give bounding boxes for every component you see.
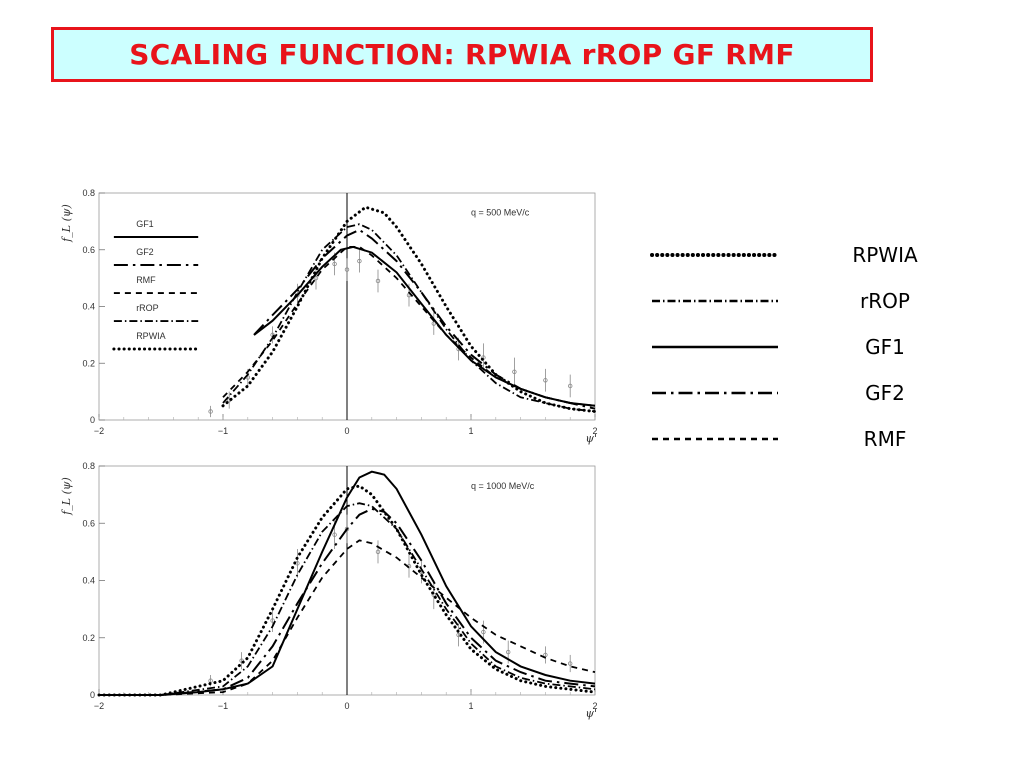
- side-legend-label: GF1: [865, 335, 905, 359]
- data-point: [568, 374, 573, 398]
- q-annotation: q = 500 MeV/c: [471, 208, 530, 218]
- data-point: [208, 405, 213, 418]
- series-line-rmf: [222, 246, 596, 407]
- y-tick-label: 0.4: [82, 302, 95, 312]
- series-line-rpwia: [221, 205, 597, 413]
- data-point: [375, 269, 381, 293]
- data-point: [543, 646, 548, 664]
- data-point: [270, 609, 275, 633]
- y-tick-label: 0.4: [82, 576, 95, 586]
- side-legend: RPWIA rROP GF1 GF2 RMF: [630, 230, 960, 460]
- x-tick-label: 2: [592, 701, 597, 711]
- chart-panel-q500: 0 0.2 0.4 0.6 0.8 −2 −1 0 1 2 f_L (ψ) ψ' q = 500 MeV…: [52, 183, 612, 453]
- x-tick-label: −1: [218, 701, 228, 711]
- x-tick-label: −1: [218, 426, 228, 436]
- series-line-rrop: [99, 502, 596, 696]
- side-legend-label: GF2: [865, 381, 905, 405]
- chart-q1000-svg: 0 0.2 0.4 0.6 0.8 −2 −1 0 1 2 f_L (ψ) ψ' q = 1000 Me…: [60, 461, 598, 720]
- y-tick-label: 0.6: [82, 518, 95, 528]
- data-point: [431, 312, 436, 335]
- side-legend-svg: RPWIA rROP GF1 GF2 RMF: [650, 243, 918, 451]
- data-point: [568, 654, 573, 673]
- x-axis-title: ψ': [585, 432, 597, 445]
- y-tick-label: 0: [90, 690, 95, 700]
- page-title: SCALING FUNCTION: RPWIA rROP GF RMF: [129, 38, 795, 71]
- chart-panel-q1000: 0 0.2 0.4 0.6 0.8 −2 −1 0 1 2 f_L (ψ) ψ' q = 1000 Me…: [52, 456, 612, 728]
- data-point: [313, 266, 319, 290]
- y-tick-label: 0.2: [82, 358, 95, 368]
- series-line-rpwia: [97, 484, 597, 697]
- series-line-gf2: [253, 228, 596, 410]
- inset-legend-label: RPWIA: [136, 331, 166, 341]
- data-point: [344, 258, 350, 281]
- x-tick-label: 1: [468, 426, 473, 436]
- y-axis-title: f_L (ψ): [60, 477, 73, 516]
- x-axis-title: ψ': [585, 707, 597, 720]
- series-line-gf2: [99, 507, 596, 696]
- inset-legend-label: GF2: [136, 247, 154, 257]
- inset-legend-label: rROP: [136, 303, 159, 313]
- data-point: [512, 357, 517, 386]
- title-banner: SCALING FUNCTION: RPWIA rROP GF RMF: [51, 27, 873, 82]
- side-legend-label: RMF: [864, 427, 907, 451]
- series-line-rrop: [222, 223, 596, 413]
- x-tick-label: 2: [592, 426, 597, 436]
- side-legend-label: RPWIA: [852, 243, 918, 267]
- y-tick-label: 0.6: [82, 245, 95, 255]
- y-tick-label: 0.8: [82, 461, 95, 471]
- y-tick-label: 0.8: [82, 188, 95, 198]
- y-tick-label: 0.2: [82, 633, 95, 643]
- x-tick-label: −2: [94, 701, 104, 711]
- x-tick-label: 0: [344, 426, 349, 436]
- inset-legend-label: RMF: [136, 275, 156, 285]
- y-tick-label: 0: [90, 415, 95, 425]
- data-point: [357, 249, 362, 273]
- series-line-gf1: [99, 470, 596, 696]
- data-point: [375, 540, 381, 564]
- side-legend-label: rROP: [860, 289, 910, 313]
- series-line-rmf: [99, 539, 596, 696]
- data-point: [543, 368, 548, 392]
- q-annotation: q = 1000 MeV/c: [471, 481, 535, 491]
- x-tick-label: −2: [94, 426, 104, 436]
- chart-q500-svg: 0 0.2 0.4 0.6 0.8 −2 −1 0 1 2 f_L (ψ) ψ' q = 500 MeV…: [60, 188, 598, 445]
- x-tick-label: 0: [344, 701, 349, 711]
- y-axis-title: f_L (ψ): [60, 204, 73, 243]
- x-tick-label: 1: [468, 701, 473, 711]
- data-point: [431, 580, 436, 610]
- inset-legend-label: GF1: [136, 219, 154, 229]
